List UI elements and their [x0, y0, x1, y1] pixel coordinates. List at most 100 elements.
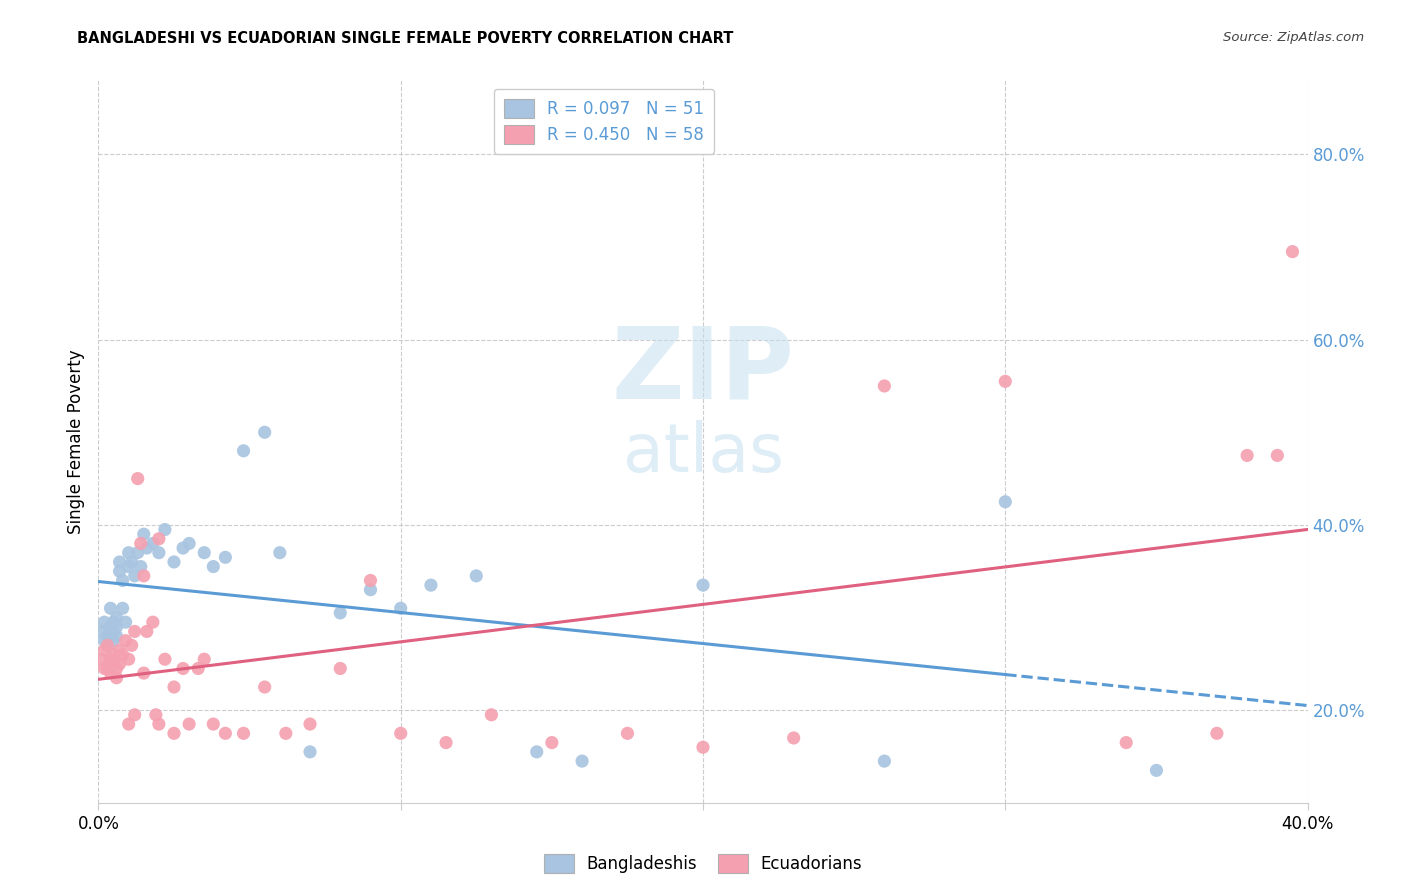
Point: [1281, 244, 1303, 259]
Point: [163, 555, 186, 569]
Point: [153, 652, 176, 666]
Point: [93, 615, 115, 630]
Point: [108, 643, 131, 657]
Point: [214, 726, 236, 740]
Point: [129, 559, 152, 574]
Point: [163, 726, 186, 740]
Point: [135, 624, 157, 639]
Point: [96, 638, 118, 652]
Point: [93, 643, 115, 657]
Point: [202, 559, 225, 574]
Y-axis label: Single Female Poverty: Single Female Poverty: [66, 350, 84, 533]
Point: [124, 624, 146, 639]
Point: [1267, 449, 1289, 463]
Point: [93, 633, 115, 648]
Point: [100, 666, 122, 681]
Point: [118, 717, 141, 731]
Point: [783, 731, 806, 745]
Point: [142, 536, 165, 550]
Point: [132, 666, 155, 681]
Point: [193, 652, 215, 666]
Point: [118, 652, 141, 666]
Point: [526, 745, 548, 759]
Point: [1144, 764, 1167, 778]
Point: [132, 569, 155, 583]
Point: [105, 629, 128, 643]
Point: [360, 582, 382, 597]
Point: [142, 615, 165, 630]
Point: [105, 661, 128, 675]
Point: [994, 494, 1017, 508]
Point: [172, 661, 194, 675]
Point: [100, 601, 122, 615]
Point: [299, 717, 322, 731]
Point: [103, 624, 125, 639]
Point: [111, 648, 134, 662]
Point: [100, 624, 122, 639]
Point: [118, 546, 141, 560]
Point: [1206, 726, 1229, 740]
Point: [692, 578, 714, 592]
Point: [121, 638, 143, 652]
Point: [214, 550, 236, 565]
Point: [420, 578, 443, 592]
Point: [90, 652, 112, 666]
Point: [253, 680, 276, 694]
Point: [103, 657, 125, 671]
Point: [1236, 449, 1258, 463]
Point: [232, 726, 254, 740]
Point: [105, 610, 128, 624]
Point: [111, 601, 134, 615]
Point: [145, 707, 167, 722]
Point: [90, 624, 112, 639]
Text: Source: ZipAtlas.com: Source: ZipAtlas.com: [1223, 31, 1364, 45]
Point: [100, 620, 122, 634]
Point: [153, 523, 176, 537]
Point: [111, 574, 134, 588]
Point: [274, 726, 297, 740]
Text: atlas: atlas: [623, 420, 783, 486]
Point: [96, 661, 118, 675]
Point: [96, 629, 118, 643]
Point: [692, 740, 714, 755]
Point: [127, 546, 149, 560]
Point: [873, 754, 896, 768]
Point: [873, 379, 896, 393]
Point: [481, 707, 503, 722]
Point: [329, 661, 352, 675]
Point: [179, 536, 201, 550]
Text: ZIP: ZIP: [612, 323, 794, 420]
Point: [187, 661, 209, 675]
Point: [96, 638, 118, 652]
Point: [994, 375, 1017, 389]
Point: [93, 661, 115, 675]
Point: [127, 472, 149, 486]
Point: [193, 546, 215, 560]
Point: [434, 735, 457, 749]
Point: [103, 633, 125, 648]
Point: [299, 745, 322, 759]
Point: [148, 717, 170, 731]
Point: [129, 536, 152, 550]
Legend: Bangladeshis, Ecuadorians: Bangladeshis, Ecuadorians: [537, 847, 869, 880]
Point: [114, 615, 136, 630]
Point: [269, 546, 291, 560]
Point: [100, 652, 122, 666]
Point: [465, 569, 488, 583]
Point: [179, 717, 201, 731]
Text: BANGLADESHI VS ECUADORIAN SINGLE FEMALE POVERTY CORRELATION CHART: BANGLADESHI VS ECUADORIAN SINGLE FEMALE …: [77, 31, 734, 46]
Point: [1115, 735, 1137, 749]
Point: [389, 726, 412, 740]
Point: [108, 555, 131, 569]
Point: [108, 657, 131, 671]
Point: [232, 443, 254, 458]
Point: [172, 541, 194, 555]
Point: [105, 671, 128, 685]
Point: [148, 546, 170, 560]
Point: [103, 648, 125, 662]
Point: [253, 425, 276, 440]
Point: [114, 633, 136, 648]
Point: [163, 680, 186, 694]
Point: [124, 707, 146, 722]
Point: [105, 620, 128, 634]
